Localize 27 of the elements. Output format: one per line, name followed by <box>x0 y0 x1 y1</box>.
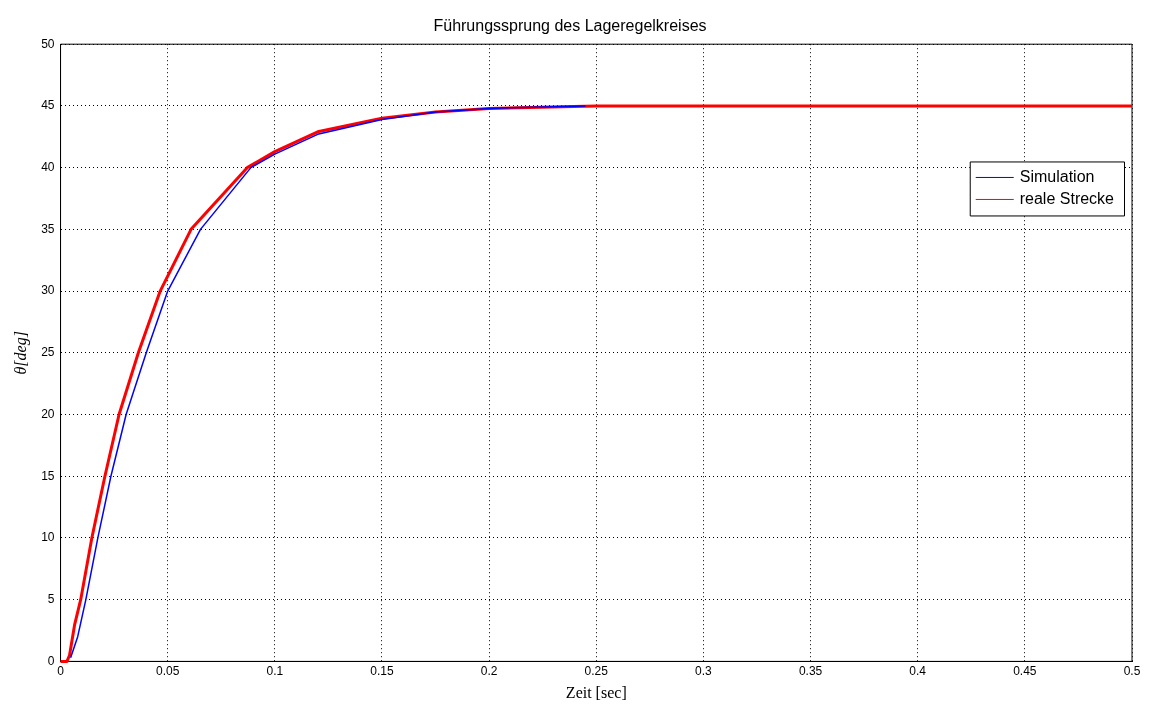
legend-label: Simulation <box>1019 167 1095 185</box>
y-tick-label: 40 <box>41 159 55 174</box>
x-tick-label: 0.2 <box>480 663 498 678</box>
chart-title: Führungssprung des Lageregelkreises <box>433 17 707 35</box>
y-axis-title: θ[deg] <box>11 331 30 375</box>
y-tick-label: 0 <box>47 653 55 668</box>
y-tick-label: 5 <box>47 591 55 606</box>
y-tick-label: 15 <box>41 468 55 483</box>
legend-label: reale Strecke <box>1019 189 1115 207</box>
x-tick-label: 0.25 <box>584 663 609 678</box>
x-tick-label: 0 <box>57 663 65 678</box>
y-tick-label: 20 <box>41 406 55 421</box>
x-tick-label: 0.3 <box>695 663 713 678</box>
x-tick-label: 0.05 <box>156 663 180 678</box>
y-tick-label: 10 <box>41 530 55 545</box>
y-tick-label: 30 <box>41 283 55 298</box>
y-tick-label: 25 <box>41 345 55 360</box>
y-tick-label: 35 <box>41 221 55 236</box>
x-tick-label: 0.5 <box>1123 663 1141 678</box>
x-tick-label: 0.45 <box>1013 663 1037 678</box>
x-axis-title: Zeit [sec] <box>565 683 627 701</box>
y-tick-label: 45 <box>41 98 55 113</box>
x-tick-label: 0.15 <box>370 663 394 678</box>
x-tick-label: 0.4 <box>909 663 927 678</box>
x-tick-label: 0.1 <box>266 663 284 678</box>
x-tick-label: 0.35 <box>798 663 823 678</box>
y-tick-label: 50 <box>41 36 55 51</box>
